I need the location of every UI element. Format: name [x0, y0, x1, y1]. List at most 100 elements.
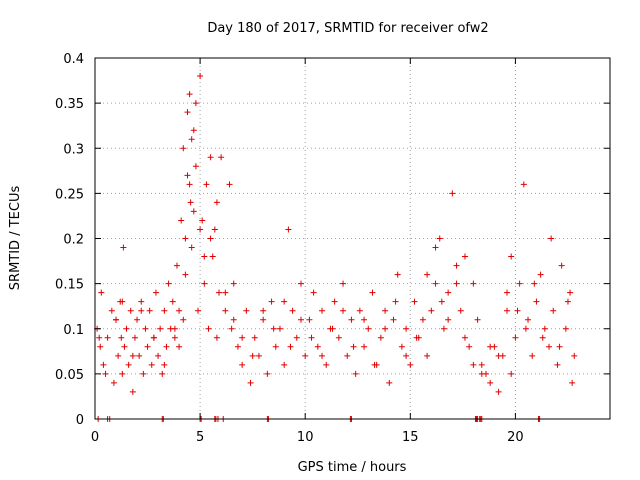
data-point [230, 316, 237, 323]
data-point [197, 73, 204, 80]
data-point [119, 298, 126, 305]
data-point [228, 325, 235, 332]
data-point [222, 289, 229, 296]
data-point [348, 316, 355, 323]
data-point [335, 334, 342, 341]
data-point [239, 361, 246, 368]
data-point [213, 334, 220, 341]
data-point [539, 334, 546, 341]
data-point [173, 262, 180, 269]
data-point [209, 253, 216, 260]
data-point [123, 325, 130, 332]
x-tick-label: 15 [402, 430, 419, 445]
data-point [201, 280, 208, 287]
data-point [142, 325, 149, 332]
data-point [281, 298, 288, 305]
data-point [276, 325, 283, 332]
data-point [272, 343, 279, 350]
data-point [239, 334, 246, 341]
data-point [522, 325, 529, 332]
data-point [306, 316, 313, 323]
x-tick-label: 10 [297, 430, 314, 445]
data-point [331, 298, 338, 305]
data-point [125, 361, 132, 368]
data-point [281, 361, 288, 368]
data-point [508, 253, 515, 260]
data-point [546, 343, 553, 350]
y-tick-label: 0.3 [63, 142, 84, 157]
data-point [567, 289, 574, 296]
data-point [495, 352, 502, 359]
data-point [432, 244, 439, 251]
data-point [424, 352, 431, 359]
data-point [131, 334, 138, 341]
data-point [136, 352, 143, 359]
data-point [102, 370, 109, 377]
data-point [222, 307, 229, 314]
data-point [247, 379, 254, 386]
data-point [558, 262, 565, 269]
data-point [487, 379, 494, 386]
data-point [260, 316, 267, 323]
data-point [201, 253, 208, 260]
data-point [203, 181, 210, 188]
data-point [533, 298, 540, 305]
data-point [516, 280, 523, 287]
data-point [344, 352, 351, 359]
data-point [413, 334, 420, 341]
data-point [407, 361, 414, 368]
data-point [165, 280, 172, 287]
data-point [187, 199, 194, 206]
data-point [365, 325, 372, 332]
data-point [531, 280, 538, 287]
data-point [192, 100, 199, 107]
data-point [138, 298, 145, 305]
data-point [216, 289, 223, 296]
data-point [382, 307, 389, 314]
y-tick-label: 0.4 [63, 52, 84, 67]
data-point [129, 388, 136, 395]
x-tick-label: 5 [196, 430, 204, 445]
data-point [504, 307, 510, 314]
data-point [461, 253, 468, 260]
data-point [445, 289, 452, 296]
y-tick-label: 0.35 [55, 97, 84, 112]
data-point [100, 361, 107, 368]
y-tick-label: 0.15 [55, 278, 84, 293]
data-point [110, 379, 117, 386]
data-point [195, 307, 201, 314]
data-point [118, 334, 125, 341]
data-point [205, 325, 212, 332]
data-point [504, 289, 510, 296]
data-point [548, 235, 555, 242]
data-point [470, 280, 477, 287]
data-point [138, 307, 145, 314]
data-point [340, 280, 347, 287]
data-point [186, 91, 193, 98]
data-point [411, 298, 418, 305]
data-point [127, 307, 134, 314]
data-point [445, 316, 452, 323]
data-point [361, 316, 368, 323]
data-point [340, 307, 347, 314]
data-point [260, 307, 267, 314]
data-point [144, 343, 151, 350]
data-point [512, 334, 519, 341]
data-point [199, 217, 206, 224]
data-point [386, 379, 393, 386]
data-point [554, 361, 561, 368]
data-point [155, 352, 162, 359]
data-point [550, 307, 557, 314]
data-point [298, 316, 304, 323]
data-point [478, 370, 485, 377]
data-point [377, 334, 384, 341]
data-point [392, 298, 399, 305]
chart-title: Day 180 of 2017, SRMTID for receiver ofw… [207, 21, 488, 36]
data-point [432, 280, 439, 287]
data-point [159, 370, 166, 377]
data-point [207, 235, 214, 242]
data-point [148, 361, 155, 368]
data-point [449, 190, 456, 197]
y-tick-label: 0.1 [63, 323, 84, 338]
